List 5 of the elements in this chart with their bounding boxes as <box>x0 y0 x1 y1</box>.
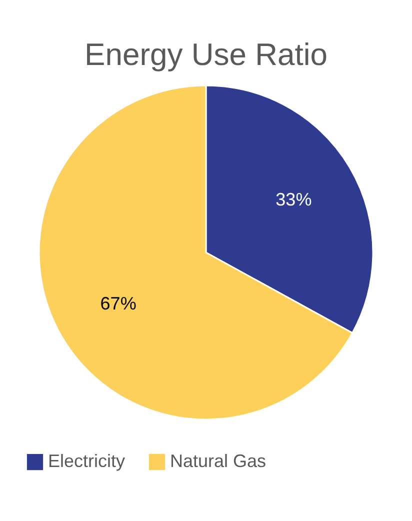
legend-label: Electricity <box>48 451 126 471</box>
data-label: 67% <box>100 293 136 314</box>
legend-label: Natural Gas <box>170 451 266 471</box>
data-label: 33% <box>276 190 312 210</box>
chart-title: Energy Use Ratio <box>84 37 328 72</box>
